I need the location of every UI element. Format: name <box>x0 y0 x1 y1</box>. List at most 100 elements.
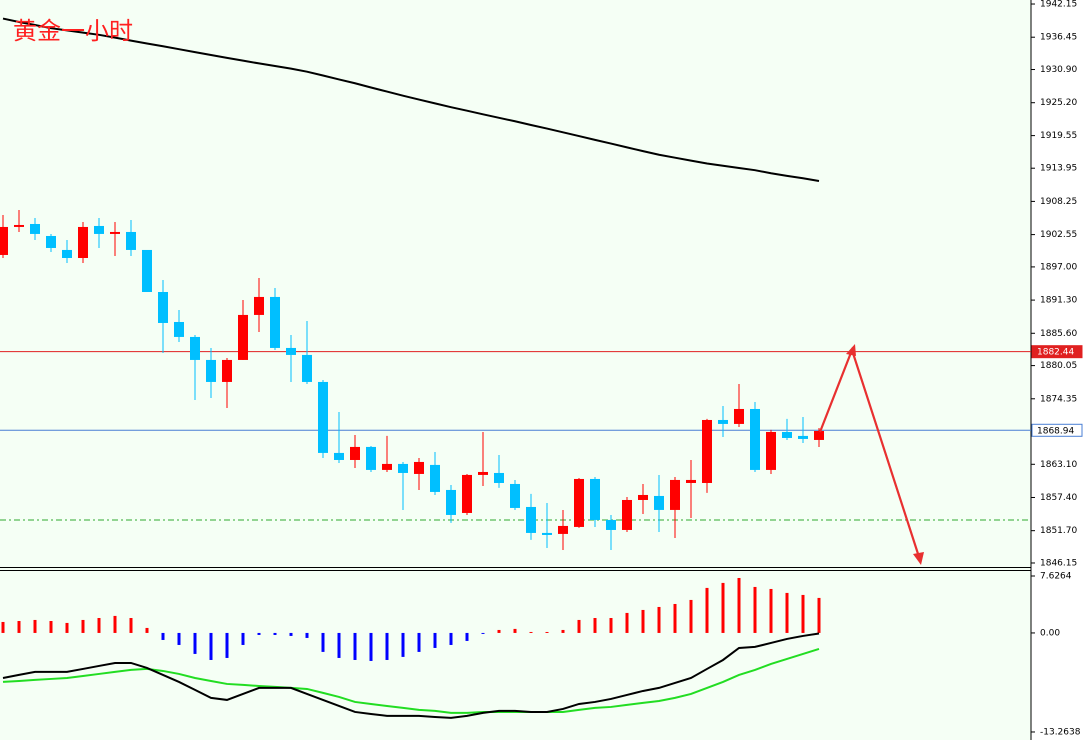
histogram-bar <box>737 577 741 633</box>
candle-body <box>126 231 136 250</box>
histogram-bar <box>225 632 229 658</box>
y-tick-label: 1902.55 <box>1040 230 1077 240</box>
histogram-bar <box>17 620 21 633</box>
histogram-bar <box>273 632 277 635</box>
candle-body <box>190 336 200 360</box>
histogram-bar <box>177 632 181 645</box>
price-tag <box>1031 423 1083 437</box>
candle-body <box>158 292 168 323</box>
candle-body <box>174 321 184 337</box>
signal-line <box>2 647 820 714</box>
candle-body <box>798 435 808 439</box>
macd-pane: 7.6264 0.00 -13.2638 <box>1 572 1081 737</box>
histogram-bar <box>289 632 293 636</box>
candle-body <box>510 483 520 508</box>
histogram-bar <box>689 599 693 633</box>
price-pane: 1942.15 1936.45 1930.90 1925.20 1919.55 1913.… <box>0 0 1083 568</box>
candle-body <box>206 359 216 382</box>
histogram-bar <box>449 632 453 645</box>
y-tick-label: 1885.60 <box>1040 329 1077 339</box>
candle-body <box>0 226 8 255</box>
candle-body <box>414 461 424 474</box>
candle-body <box>430 464 440 492</box>
candle-body <box>654 495 664 510</box>
histogram-bar <box>721 582 725 633</box>
y-tick-label: 1913.95 <box>1040 164 1077 174</box>
candle-body <box>110 231 120 234</box>
y-tick-label: 1936.45 <box>1040 33 1077 43</box>
y-tick-label: 1942.15 <box>1040 0 1077 10</box>
y-tick-label: 0.00 <box>1040 628 1060 638</box>
histogram-bar <box>513 628 517 633</box>
histogram-bar <box>321 632 325 652</box>
histogram-bar <box>385 632 389 660</box>
histogram-bar <box>209 632 213 660</box>
histogram-bar <box>129 618 133 633</box>
candle-body <box>446 489 456 515</box>
y-tick-label: 1930.90 <box>1040 65 1077 75</box>
candle-body <box>558 525 568 534</box>
y-tick-label: 7.6264 <box>1040 572 1072 582</box>
candle-body <box>782 431 792 438</box>
histogram-bar <box>417 632 421 652</box>
price-tag <box>1031 345 1083 359</box>
histogram-bar <box>193 632 197 654</box>
candle-body <box>718 419 728 424</box>
histogram-bar <box>33 619 37 633</box>
macd-line <box>2 632 820 719</box>
histogram-bar <box>113 615 117 633</box>
histogram-bar <box>497 629 501 633</box>
candle-body <box>670 479 680 510</box>
histogram-bar <box>561 629 565 633</box>
candle-body <box>702 419 712 483</box>
histogram-bar <box>609 618 613 633</box>
histogram-bar <box>481 632 485 634</box>
candle-body <box>638 494 648 500</box>
y-tick-label: 1851.70 <box>1040 526 1077 536</box>
candle-body <box>398 463 408 473</box>
axis-background <box>1031 0 1085 740</box>
candle-body <box>478 471 488 475</box>
candle-body <box>286 347 296 355</box>
candle-body <box>686 479 696 483</box>
histogram-bar <box>529 631 533 633</box>
histogram-bar <box>625 612 629 633</box>
histogram-bar <box>753 586 757 633</box>
histogram-bar <box>433 632 437 648</box>
candle-body <box>494 472 504 483</box>
candle-body <box>14 224 24 227</box>
candle-body <box>270 296 280 348</box>
histogram-bar <box>241 632 245 645</box>
candle-body <box>542 532 552 535</box>
candle-body <box>30 223 40 234</box>
y-tick-label: -13.2638 <box>1040 727 1081 737</box>
candle-body <box>318 381 328 453</box>
candle-body <box>766 431 776 470</box>
histogram-bar <box>705 587 709 633</box>
y-tick-label: 1846.15 <box>1040 558 1077 568</box>
histogram-bar <box>161 632 165 640</box>
y-tick-label: 1919.55 <box>1040 131 1077 141</box>
candle-body <box>622 499 632 530</box>
candle-body <box>142 249 152 293</box>
histogram-bar <box>817 597 821 633</box>
histogram-bar <box>673 603 677 633</box>
histogram-bar <box>49 620 53 633</box>
histogram-bar <box>337 632 341 658</box>
candle-body <box>62 249 72 258</box>
y-tick-label: 1874.35 <box>1040 394 1077 404</box>
candle-body <box>254 296 264 315</box>
histogram-bar <box>465 632 469 641</box>
histogram-bar <box>769 588 773 633</box>
candle-body <box>814 430 824 440</box>
candle-body <box>302 354 312 382</box>
candle-body <box>238 314 248 360</box>
histogram-bar <box>401 632 405 657</box>
histogram-bar <box>785 592 789 633</box>
moving-average <box>2 17 820 182</box>
arrow-head <box>846 344 856 356</box>
histogram-bar <box>145 627 149 633</box>
candle-body <box>94 225 104 234</box>
